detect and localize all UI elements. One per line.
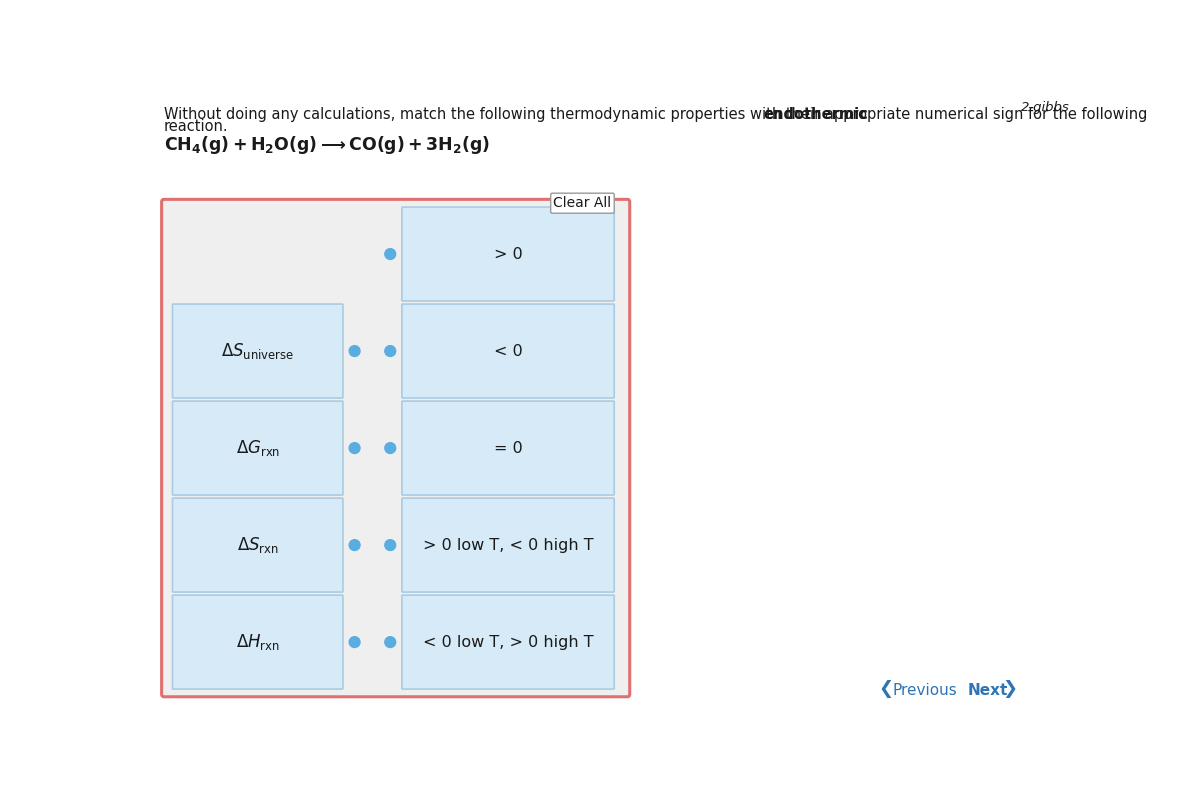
FancyBboxPatch shape	[402, 207, 614, 301]
Text: = 0: = 0	[493, 440, 522, 456]
Circle shape	[385, 443, 396, 453]
Text: < 0: < 0	[493, 343, 522, 359]
Circle shape	[385, 637, 396, 647]
FancyBboxPatch shape	[551, 193, 614, 213]
Circle shape	[349, 346, 360, 356]
FancyBboxPatch shape	[173, 401, 343, 495]
Text: 2-gibbs: 2-gibbs	[1021, 101, 1070, 114]
FancyBboxPatch shape	[173, 498, 343, 592]
FancyBboxPatch shape	[402, 498, 614, 592]
FancyBboxPatch shape	[162, 200, 630, 696]
FancyBboxPatch shape	[173, 595, 343, 689]
Text: Without doing any calculations, match the following thermodynamic properties wit: Without doing any calculations, match th…	[164, 107, 1152, 122]
Text: Previous: Previous	[893, 684, 958, 698]
Text: $\Delta H_{\mathrm{rxn}}$: $\Delta H_{\mathrm{rxn}}$	[235, 632, 280, 652]
FancyBboxPatch shape	[402, 401, 614, 495]
Text: reaction.: reaction.	[164, 119, 228, 134]
Text: > 0: > 0	[493, 246, 522, 262]
Circle shape	[385, 249, 396, 259]
FancyBboxPatch shape	[402, 304, 614, 398]
Text: endothermic: endothermic	[764, 107, 869, 122]
Circle shape	[349, 443, 360, 453]
Text: $\mathbf{CH_4(g) + H_2O(g){\longrightarrow}CO(g) + 3H_2(g)}$: $\mathbf{CH_4(g) + H_2O(g){\longrightarr…	[164, 134, 490, 156]
Text: ❮: ❮	[878, 681, 894, 698]
Text: < 0 low T, > 0 high T: < 0 low T, > 0 high T	[422, 634, 593, 650]
FancyBboxPatch shape	[173, 304, 343, 398]
FancyBboxPatch shape	[402, 595, 614, 689]
Text: Clear All: Clear All	[553, 196, 612, 210]
Text: $\Delta S_{\mathrm{rxn}}$: $\Delta S_{\mathrm{rxn}}$	[236, 535, 278, 555]
Circle shape	[385, 540, 396, 550]
Text: $\Delta S_{\mathrm{universe}}$: $\Delta S_{\mathrm{universe}}$	[221, 341, 294, 361]
Circle shape	[349, 637, 360, 647]
Circle shape	[349, 540, 360, 550]
Text: ❯: ❯	[1002, 681, 1018, 698]
Text: Next: Next	[967, 684, 1008, 698]
Circle shape	[385, 346, 396, 356]
Text: > 0 low T, < 0 high T: > 0 low T, < 0 high T	[422, 537, 593, 553]
Text: $\Delta G_{\mathrm{rxn}}$: $\Delta G_{\mathrm{rxn}}$	[235, 438, 280, 458]
